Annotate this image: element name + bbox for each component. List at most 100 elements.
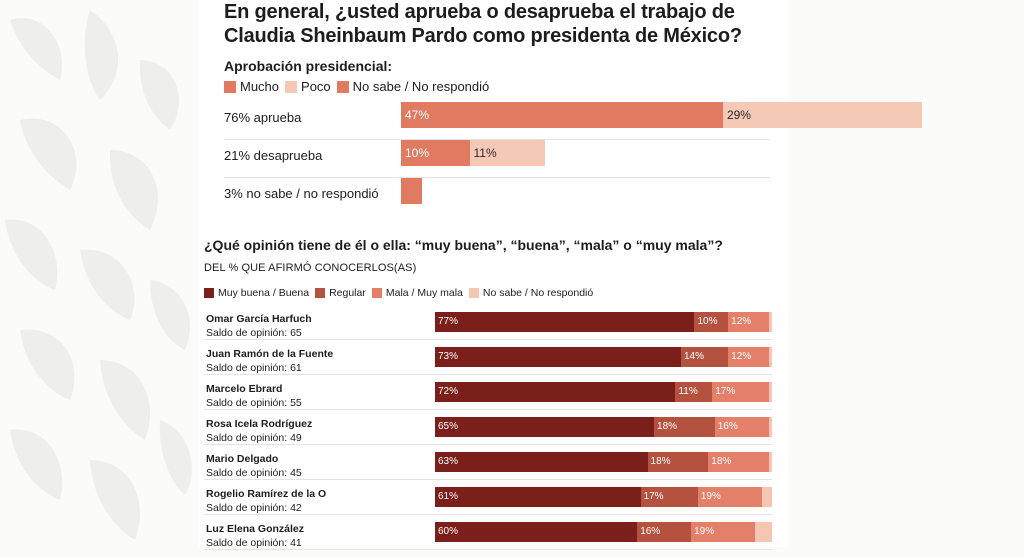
bar-segment bbox=[768, 312, 772, 332]
bar-segment bbox=[768, 417, 772, 437]
bar-stack: 10% 11% bbox=[401, 140, 545, 166]
legend-swatch bbox=[204, 288, 214, 298]
bar-label: 12% bbox=[731, 351, 752, 362]
opinion-balance: Saldo de opinión: 55 bbox=[206, 397, 302, 409]
approval-row: 76% aprueba 47% 29% bbox=[224, 102, 922, 140]
person-name: Juan Ramón de la Fuente bbox=[206, 348, 334, 360]
bar-label: 14% bbox=[684, 351, 705, 362]
person-name: Mario Delgado bbox=[206, 453, 279, 465]
bar-stack: 60% 16% 19% bbox=[435, 522, 772, 542]
bar-segment: 61% bbox=[435, 487, 641, 507]
bar-segment: 10% bbox=[401, 140, 470, 166]
approval-row: 21% desaprueba 10% 11% bbox=[224, 140, 770, 178]
legend-swatch bbox=[336, 80, 349, 93]
row-divider bbox=[204, 514, 772, 515]
bar-segment: 10% bbox=[694, 312, 729, 332]
legend-swatch bbox=[285, 80, 298, 93]
legend-item: No sabe / No respondió bbox=[336, 79, 490, 94]
bar-label: 10% bbox=[405, 146, 430, 160]
opinion-row: Omar García Harfuch Saldo de opinión: 65 7… bbox=[204, 312, 772, 347]
bar-segment: 18% bbox=[708, 452, 769, 472]
bar-segment: 19% bbox=[691, 522, 756, 542]
opinion-balance: Saldo de opinión: 45 bbox=[206, 467, 302, 479]
person-name: Marcelo Ebrard bbox=[206, 383, 283, 395]
opinion-row: Juan Ramón de la Fuente Saldo de opinión:… bbox=[204, 347, 772, 382]
opinion-row: Marcelo Ebrard Saldo de opinión: 55 72% 11%… bbox=[204, 382, 772, 417]
bar-label: 60% bbox=[438, 526, 459, 537]
bar-segment bbox=[761, 487, 772, 507]
approval-row: 3% no sabe / no respondió bbox=[224, 178, 770, 216]
legend-item: Regular bbox=[315, 287, 366, 299]
bar-segment: 12% bbox=[728, 347, 769, 367]
opinion-balance: Saldo de opinión: 41 bbox=[206, 537, 302, 549]
bar-label: 63% bbox=[438, 456, 459, 467]
legend-item: Muy buena / Buena bbox=[204, 287, 309, 299]
page-title: En general, ¿usted aprueba o desaprueba … bbox=[224, 1, 742, 47]
bar-segment: 12% bbox=[728, 312, 769, 332]
bar-stack: 72% 11% 17% bbox=[435, 382, 772, 402]
bar-label: 29% bbox=[726, 108, 751, 122]
row-divider bbox=[204, 444, 772, 445]
bar-label: 47% bbox=[405, 108, 430, 122]
legend-swatch bbox=[371, 288, 382, 298]
opinion-title: ¿Qué opinión tiene de él o ella: “muy bu… bbox=[204, 237, 723, 253]
opinion-balance: Saldo de opinión: 65 bbox=[206, 327, 302, 339]
bar-label: 10% bbox=[697, 316, 718, 327]
bar-segment: 65% bbox=[435, 417, 655, 437]
bar-label: 16% bbox=[640, 526, 661, 537]
row-divider bbox=[224, 139, 770, 140]
legend-label: Regular bbox=[329, 287, 366, 299]
opinion-legend: Muy buena / Buena Regular Mala / Muy mala N… bbox=[204, 287, 599, 299]
bar-label: 61% bbox=[438, 491, 459, 502]
bar-segment: 17% bbox=[640, 487, 698, 507]
bar-segment: 17% bbox=[712, 382, 769, 402]
bar-segment bbox=[768, 382, 772, 402]
bar-label: 19% bbox=[694, 526, 715, 537]
bar-segment: 72% bbox=[435, 382, 676, 402]
opinion-subtitle: DEL % QUE AFIRMÓ CONOCERLOS(AS) bbox=[204, 262, 417, 274]
legend-swatch bbox=[468, 288, 479, 298]
row-divider bbox=[224, 177, 770, 178]
bar-label: 12% bbox=[731, 316, 752, 327]
legend-label: No sabe / No respondió bbox=[352, 79, 490, 94]
bar-label: 18% bbox=[657, 421, 678, 432]
legend-item: Mucho bbox=[224, 79, 279, 94]
bar-segment: 19% bbox=[697, 487, 762, 507]
bar-segment bbox=[768, 452, 772, 472]
bar-label: 11% bbox=[678, 386, 698, 397]
bar-segment: 16% bbox=[714, 417, 769, 437]
bar-label: 19% bbox=[700, 491, 721, 502]
person-name: Omar García Harfuch bbox=[206, 313, 312, 325]
bar-label: 77% bbox=[438, 316, 459, 327]
opinion-row: Rogelio Ramírez de la O Saldo de opinión:… bbox=[204, 487, 772, 522]
legend-swatch bbox=[315, 288, 326, 298]
bar-label: 18% bbox=[711, 456, 732, 467]
row-divider bbox=[204, 374, 772, 375]
bar-stack bbox=[401, 178, 422, 204]
legend-label: Muy buena / Buena bbox=[218, 287, 310, 299]
bar-label: 17% bbox=[643, 491, 664, 502]
bar-segment: 11% bbox=[469, 140, 545, 166]
bar-segment: 18% bbox=[647, 452, 709, 472]
row-label: 21% desaprueba bbox=[224, 148, 323, 163]
legend-label: Mucho bbox=[240, 79, 280, 94]
bar-stack: 47% 29% bbox=[401, 102, 922, 128]
bar-label: 65% bbox=[438, 421, 459, 432]
approval-legend: Mucho Poco No sabe / No respondió bbox=[224, 79, 495, 94]
row-label: 76% aprueba bbox=[224, 110, 302, 125]
bar-label: 73% bbox=[438, 351, 459, 362]
bar-segment: 73% bbox=[435, 347, 681, 367]
bar-stack: 63% 18% 18% bbox=[435, 452, 772, 472]
opinion-row: Rosa Icela Rodríguez Saldo de opinión: 49… bbox=[204, 417, 772, 452]
bar-label: 17% bbox=[715, 386, 736, 397]
bar-stack: 77% 10% 12% bbox=[435, 312, 772, 332]
row-label: 3% no sabe / no respondió bbox=[224, 186, 379, 201]
bar-label: 72% bbox=[438, 386, 459, 397]
bar-segment: 16% bbox=[637, 522, 692, 542]
opinion-row: Mario Delgado Saldo de opinión: 45 63% 18% 1… bbox=[204, 452, 772, 487]
legend-item: Mala / Muy mala bbox=[371, 287, 463, 299]
opinion-balance: Saldo de opinión: 42 bbox=[206, 502, 302, 514]
bar-segment: 11% bbox=[675, 382, 713, 402]
bar-label: 16% bbox=[717, 421, 738, 432]
legend-item: No sabe / No respondió bbox=[468, 287, 593, 299]
